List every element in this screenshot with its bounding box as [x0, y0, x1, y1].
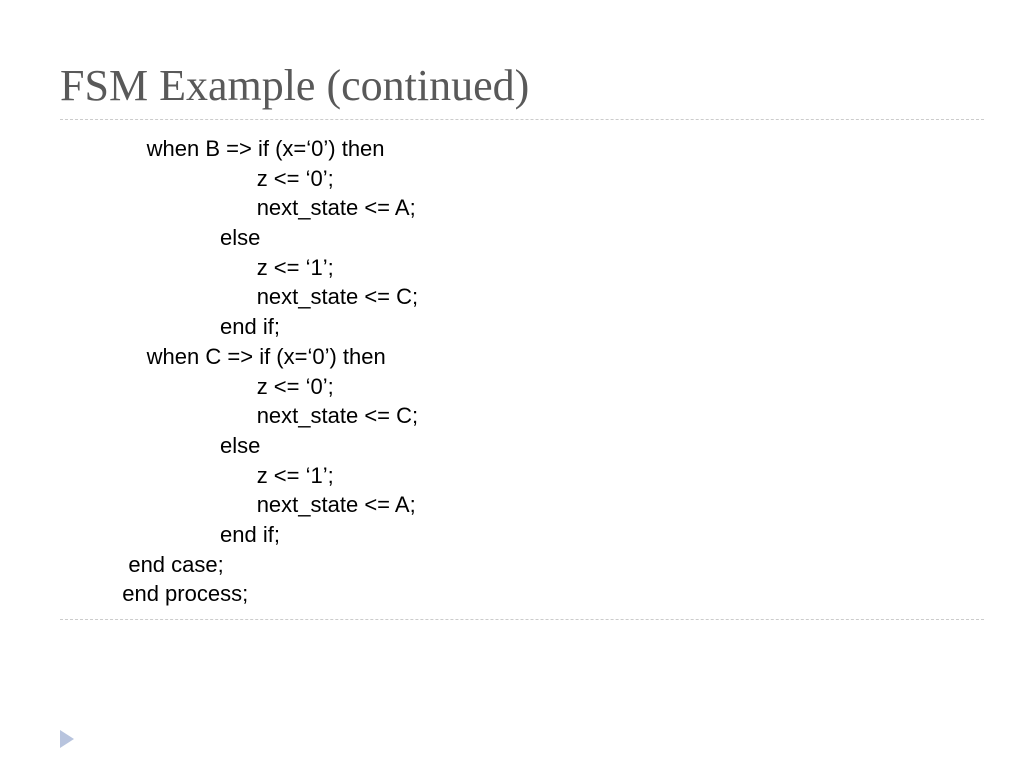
code-line: end if; [110, 520, 984, 550]
code-line: next_state <= C; [110, 282, 984, 312]
title-divider [60, 119, 984, 120]
code-line: end process; [110, 579, 984, 609]
code-line: when C => if (x=‘0’) then [110, 342, 984, 372]
code-line: else [110, 431, 984, 461]
code-line: z <= ‘0’; [110, 164, 984, 194]
code-line: z <= ‘1’; [110, 253, 984, 283]
code-line: when B => if (x=‘0’) then [110, 134, 984, 164]
code-line: z <= ‘0’; [110, 372, 984, 402]
code-line: end if; [110, 312, 984, 342]
code-line: end case; [110, 550, 984, 580]
page-title: FSM Example (continued) [60, 60, 984, 111]
code-line: next_state <= A; [110, 490, 984, 520]
code-line: next_state <= C; [110, 401, 984, 431]
code-block: when B => if (x=‘0’) then z <= ‘0’; next… [60, 134, 984, 609]
arrow-right-icon [60, 730, 74, 748]
code-line: next_state <= A; [110, 193, 984, 223]
bottom-divider [60, 619, 984, 620]
code-line: z <= ‘1’; [110, 461, 984, 491]
code-line: else [110, 223, 984, 253]
